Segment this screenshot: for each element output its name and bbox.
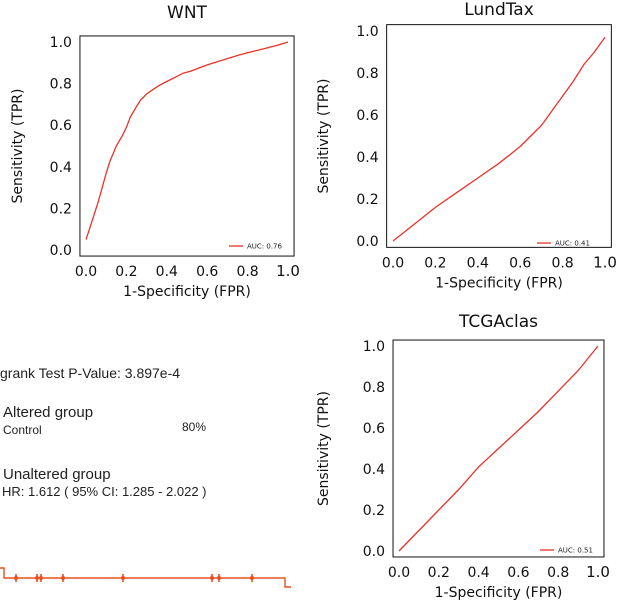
roc-curve-line	[392, 36, 606, 242]
y-tick-label: 0.2	[50, 201, 72, 217]
y-axis-label: Sensitivity (TPR)	[316, 79, 332, 194]
roc-panel-lundtax: LundTax 0.0 0.2 0.4 0.6 0.8 1.0 0.0 0.2 0.4 0.6 0.8…	[310, 0, 620, 305]
chart-title: TCGAclas	[458, 312, 538, 332]
x-tick-label: 0.2	[115, 264, 137, 280]
km-curve-line	[0, 567, 291, 588]
x-axis-label: 1-Specificity (FPR)	[435, 275, 563, 291]
censor-dot	[14, 576, 18, 580]
y-tick-label: 0.8	[356, 66, 378, 82]
y-tick-label: 0.4	[356, 150, 378, 166]
x-tick-label: 0.6	[509, 255, 531, 271]
y-axis-label: Sensitivity (TPR)	[316, 391, 332, 506]
axes-frame	[386, 24, 612, 248]
y-tick-label: 0.6	[363, 421, 385, 437]
legend-text: AUC: 0.41	[555, 240, 590, 248]
y-tick-label: 0.6	[356, 108, 378, 124]
x-axis-label: 1-Specificity (FPR)	[123, 284, 251, 300]
km-panel: grank Test P-Value: 3.897e-4 Altered gro…	[0, 355, 300, 605]
y-tick-label: 0.6	[50, 118, 72, 134]
roc-curve-line	[85, 41, 289, 240]
roc-panel-tcgaclas: TCGAclas 0.0 0.2 0.4 0.6 0.8 1.0 0.0 0.2 0.4 0.6 0.…	[310, 305, 620, 607]
y-tick-label: 0.4	[50, 160, 72, 176]
x-tick-label: 0.4	[467, 565, 489, 581]
x-tick-label: 0.0	[382, 255, 404, 271]
censor-dot	[35, 576, 39, 580]
logrank-pvalue-text: grank Test P-Value: 3.897e-4	[0, 365, 181, 381]
axes-frame	[79, 35, 295, 257]
censor-dot	[61, 576, 65, 580]
legend-text: AUC: 0.76	[247, 243, 283, 251]
y-tick-label: 0.2	[356, 192, 378, 208]
y-tick-label: 1.0	[50, 35, 72, 51]
x-tick-label: 0.4	[467, 255, 489, 271]
y-tick-label: 0.8	[50, 77, 72, 93]
axes-frame	[392, 339, 605, 558]
percent-label: 80%	[182, 420, 207, 434]
x-tick-label: 0.8	[551, 255, 573, 271]
y-tick-label: 0.0	[50, 243, 72, 259]
km-survival-curve	[0, 567, 291, 588]
y-tick-label: 0.0	[356, 234, 378, 250]
x-tick-label: 0.8	[547, 565, 569, 581]
hazard-ratio-text: HR: 1.612 ( 95% CI: 1.285 - 2.022 )	[2, 484, 207, 499]
x-tick-label: 0.6	[196, 264, 218, 280]
censor-dot	[250, 576, 254, 580]
altered-group-label: Altered group	[3, 404, 94, 421]
y-axis-label: Sensitivity (TPR)	[10, 89, 26, 204]
roc-chart-wnt: WNT 0.0 0.2 0.4 0.6 0.8 1.0 0.0 0.2 0.4 0.6 0.8 1.0 1…	[10, 3, 300, 300]
y-tick-label: 0.2	[363, 503, 385, 519]
x-tick-label: 1.0	[593, 253, 617, 271]
censor-dot	[121, 576, 125, 580]
censor-dot	[217, 576, 221, 580]
roc-chart-lundtax: LundTax 0.0 0.2 0.4 0.6 0.8 1.0 0.0 0.2 0.4 0.6 0.8…	[316, 0, 617, 291]
y-tick-label: 1.0	[356, 24, 378, 40]
chart-title: WNT	[167, 3, 208, 23]
x-tick-label: 0.0	[75, 264, 97, 280]
roc-panel-wnt: WNT 0.0 0.2 0.4 0.6 0.8 1.0 0.0 0.2 0.4 0.6 0.8 1.0 1…	[0, 0, 305, 305]
censor-dot	[39, 576, 43, 580]
unaltered-group-label: Unaltered group	[3, 466, 111, 483]
roc-curve-line	[398, 345, 599, 552]
x-tick-label: 0.8	[236, 264, 258, 280]
legend-text: AUC: 0.51	[558, 547, 593, 555]
x-tick-label: 1.0	[276, 262, 300, 280]
x-tick-label: 1.0	[586, 563, 610, 581]
control-label: Control	[3, 423, 42, 437]
x-tick-label: 0.2	[424, 255, 446, 271]
y-tick-label: 0.4	[363, 462, 385, 478]
x-tick-label: 0.0	[388, 565, 410, 581]
x-tick-label: 0.2	[428, 565, 450, 581]
y-tick-label: 1.0	[363, 339, 385, 355]
x-tick-label: 0.6	[507, 565, 529, 581]
y-tick-label: 0.8	[363, 380, 385, 396]
y-tick-label: 0.0	[363, 544, 385, 560]
roc-chart-tcgaclas: TCGAclas 0.0 0.2 0.4 0.6 0.8 1.0 0.0 0.2 0.4 0.6 0.…	[316, 312, 610, 601]
x-axis-label: 1-Specificity (FPR)	[435, 585, 563, 601]
censor-dot	[210, 576, 214, 580]
x-tick-label: 0.4	[156, 264, 178, 280]
chart-title: LundTax	[464, 0, 534, 20]
